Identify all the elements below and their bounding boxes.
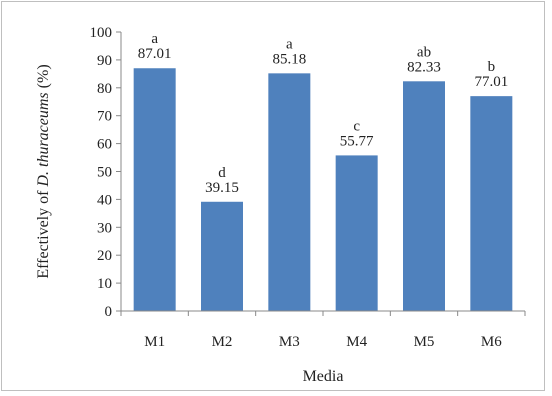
x-category-label: M4 (346, 334, 367, 350)
y-tick-label: 0 (105, 304, 113, 320)
x-category-label: M6 (481, 334, 502, 350)
y-tick-label: 50 (97, 165, 112, 181)
y-tick-label: 100 (90, 25, 113, 41)
y-tick-label: 80 (97, 81, 112, 97)
bar-m1 (133, 68, 176, 312)
y-tick-label: 10 (97, 276, 112, 292)
y-tick-label: 60 (97, 137, 112, 153)
y-tick-label: 70 (97, 109, 112, 125)
x-category-label: M1 (144, 334, 165, 350)
y-tick-label: 40 (97, 192, 112, 208)
bar-m5 (403, 81, 445, 311)
significance-letter: b (488, 59, 496, 75)
significance-letter: d (218, 165, 226, 181)
bar-m4 (335, 155, 378, 311)
x-category-label: M5 (414, 334, 435, 350)
bar-m2 (201, 201, 243, 311)
significance-letter: a (151, 31, 158, 47)
x-axis-title: Media (303, 368, 344, 385)
data-label: 55.77 (340, 133, 374, 149)
data-label: 39.15 (205, 180, 239, 196)
y-tick-label: 90 (97, 53, 112, 69)
data-label: 77.01 (474, 74, 508, 90)
y-axis-title-prefix: Effectively of (35, 187, 52, 279)
bars (133, 68, 513, 312)
bar-m6 (470, 96, 513, 312)
data-label: 82.33 (407, 59, 441, 75)
y-axis-title-species: D. thuraceums (35, 92, 52, 187)
significance-letter: c (353, 118, 360, 134)
data-label: 87.01 (138, 46, 172, 62)
y-tick-label: 30 (97, 220, 112, 236)
y-tick-label: 20 (97, 248, 112, 264)
y-axis-ticks: 0 10 20 30 40 50 60 70 80 90 100 (90, 25, 121, 320)
y-axis-title-suffix: (%) (35, 64, 52, 92)
y-axis-title: Effectively of D. thuraceums (%) (35, 64, 52, 278)
significance-letter: ab (417, 44, 431, 60)
x-axis-categories: M1 M2 M3 M4 M5 M6 (120, 311, 526, 350)
significance-letter: a (286, 36, 293, 52)
x-category-label: M3 (279, 334, 300, 350)
x-category-label: M2 (212, 334, 233, 350)
bar-m3 (268, 73, 311, 311)
data-label: 85.18 (272, 51, 306, 67)
